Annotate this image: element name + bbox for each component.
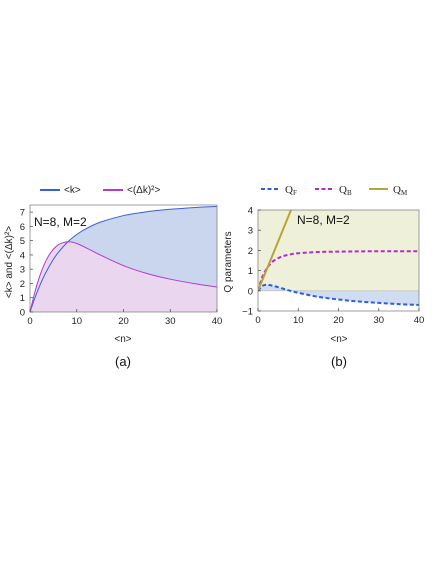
x-tick-label-0: 0 bbox=[27, 316, 32, 327]
panel-a: <k> <(Δk)²> 0 10 20 30 40 0 1 2 3 4 5 6 7 N=8, M=2 <… bbox=[4, 185, 222, 369]
x-tick-label-0: 40 bbox=[212, 316, 223, 327]
legend-a-label-dk: <(Δk)²> bbox=[127, 185, 161, 196]
plot-inner-0 bbox=[30, 205, 217, 312]
y-tick-label-1: 0 bbox=[248, 286, 253, 297]
y-tick-label-0: 7 bbox=[20, 208, 25, 219]
y-tick-label-0: 2 bbox=[20, 279, 25, 290]
series-line-dk bbox=[30, 241, 217, 312]
x-tick-label-1: 20 bbox=[333, 315, 344, 326]
series-line-qf bbox=[258, 283, 419, 306]
plot-area-a: 0 10 20 30 40 0 1 2 3 4 5 6 7 bbox=[20, 204, 223, 327]
y-tick-label-0: 3 bbox=[20, 265, 25, 276]
y-tick-label-1: 4 bbox=[248, 206, 253, 217]
ylabel-b: Q parameters bbox=[223, 231, 234, 292]
y-tick-label-1: −1 bbox=[242, 307, 253, 318]
annotation-a: N=8, M=2 bbox=[34, 215, 87, 229]
xlabel-a: <n> bbox=[114, 334, 131, 345]
x-tick-label-0: 30 bbox=[165, 316, 176, 327]
legend-b-label-qm: QM bbox=[393, 184, 408, 197]
legend-b: QF QB QM bbox=[261, 184, 408, 197]
y-tick-label-1: 3 bbox=[248, 226, 253, 237]
y-tick-label-0: 4 bbox=[20, 250, 25, 261]
caption-b: (b) bbox=[331, 354, 347, 369]
series-line-k bbox=[30, 205, 217, 312]
legend-a-label-k: <k> bbox=[64, 185, 81, 196]
x-tick-label-0: 20 bbox=[118, 316, 129, 327]
xlabel-b: <n> bbox=[330, 334, 347, 345]
series-line-qm bbox=[258, 210, 292, 292]
ylabel-a: <k> and <(Δk)²> bbox=[4, 226, 15, 298]
caption-a: (a) bbox=[115, 354, 131, 369]
y-tick-label-1: 2 bbox=[248, 246, 253, 257]
legend-b-qb-sub: B bbox=[347, 189, 352, 197]
legend-b-qm-main: Q bbox=[393, 184, 401, 196]
annotation-b: N=8, M=2 bbox=[297, 213, 350, 227]
legend-a: <k> <(Δk)²> bbox=[40, 185, 161, 196]
legend-b-qf-main: Q bbox=[285, 184, 293, 196]
y-tick-label-0: 6 bbox=[20, 222, 25, 233]
area-fill-dk bbox=[30, 241, 217, 312]
y-tick-label-1: 1 bbox=[248, 266, 253, 277]
legend-b-qf-sub: F bbox=[293, 189, 297, 197]
x-tick-label-1: 0 bbox=[255, 315, 260, 326]
region-negative bbox=[258, 284, 419, 305]
y-tick-label-0: 5 bbox=[20, 236, 25, 247]
x-tick-label-1: 30 bbox=[373, 315, 384, 326]
legend-b-qm-sub: M bbox=[401, 189, 408, 197]
x-tick-label-1: 40 bbox=[414, 315, 425, 326]
legend-b-label-qb: QB bbox=[339, 184, 352, 197]
y-tick-label-0: 0 bbox=[20, 308, 25, 319]
legend-b-qb-main: Q bbox=[339, 184, 347, 196]
plot-inner-1 bbox=[258, 210, 419, 306]
y-tick-label-0: 1 bbox=[20, 293, 25, 304]
legend-b-label-qf: QF bbox=[285, 184, 297, 197]
x-tick-label-1: 10 bbox=[293, 315, 304, 326]
x-tick-label-0: 10 bbox=[71, 316, 82, 327]
